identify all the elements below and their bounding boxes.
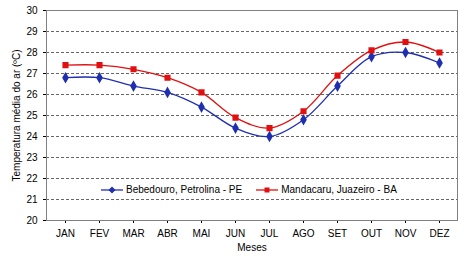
- svg-text:MAR: MAR: [122, 228, 144, 239]
- svg-text:28: 28: [26, 47, 38, 58]
- svg-text:24: 24: [26, 131, 38, 142]
- svg-text:Temperatura média do ar (ºC): Temperatura média do ar (ºC): [11, 49, 22, 181]
- svg-text:AGO: AGO: [292, 228, 314, 239]
- html-text:Bebedouro, Petrolina - PE: Bebedouro, Petrolina - PE: [126, 184, 243, 195]
- svg-text:JUN: JUN: [226, 228, 245, 239]
- svg-text:OUT: OUT: [361, 228, 382, 239]
- svg-text:25: 25: [26, 110, 38, 121]
- svg-text:21: 21: [26, 194, 38, 205]
- svg-text:ABR: ABR: [157, 228, 178, 239]
- svg-text:SET: SET: [328, 228, 347, 239]
- svg-text:23: 23: [26, 152, 38, 163]
- svg-text:MAI: MAI: [193, 228, 211, 239]
- svg-text:30: 30: [26, 5, 38, 16]
- svg-text:27: 27: [26, 68, 38, 79]
- svg-text:26: 26: [26, 89, 38, 100]
- svg-text:JAN: JAN: [56, 228, 75, 239]
- svg-text:22: 22: [26, 173, 38, 184]
- svg-text:20: 20: [26, 215, 38, 226]
- svg-text:FEV: FEV: [90, 228, 110, 239]
- svg-text:29: 29: [26, 26, 38, 37]
- svg-text:JUL: JUL: [261, 228, 279, 239]
- svg-text:DEZ: DEZ: [430, 228, 450, 239]
- svg-text:NOV: NOV: [395, 228, 417, 239]
- html-text:Mandacaru, Juazeiro - BA: Mandacaru, Juazeiro - BA: [281, 184, 397, 195]
- svg-text:Meses: Meses: [237, 242, 266, 253]
